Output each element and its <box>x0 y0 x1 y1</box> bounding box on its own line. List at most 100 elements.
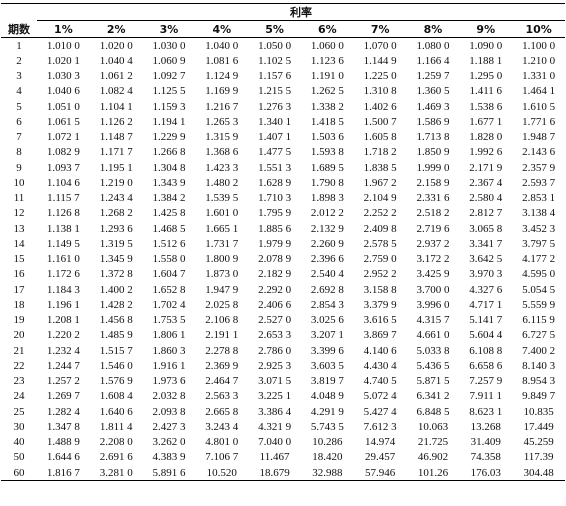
factor-cell: 3.642 5 <box>469 253 503 266</box>
factor-cell: 2.518 2 <box>416 207 450 220</box>
factor-cell: 3.603 5 <box>310 359 344 372</box>
factor-cell: 1.123 6 <box>310 54 344 67</box>
table-row: 11 1.115 7 1.243 4 1.384 2 1.539 5 1.710 3 1.8… <box>1 191 565 206</box>
factor-cell: 1.948 7 <box>522 131 556 144</box>
factor-cell: 1.384 2 <box>152 192 186 205</box>
factor-cell: 2.692 8 <box>310 283 344 296</box>
factor-cell: 2.786 0 <box>258 344 292 357</box>
period-cell: 19 <box>13 314 25 327</box>
factor-cell: 1.265 3 <box>205 115 239 128</box>
factor-cell: 1.418 5 <box>310 115 344 128</box>
period-cell: 30 <box>13 420 25 433</box>
factor-cell: 1.710 3 <box>258 192 292 205</box>
factor-cell: 3.243 4 <box>205 420 239 433</box>
factor-cell: 1.753 5 <box>152 314 186 327</box>
factor-cell: 1.402 6 <box>363 100 397 113</box>
factor-cell: 1.102 5 <box>258 54 292 67</box>
factor-cell: 2.812 7 <box>469 207 503 220</box>
factor-cell: 2.025 8 <box>205 298 239 311</box>
factor-cell: 2.665 8 <box>205 405 239 418</box>
factor-cell: 2.759 0 <box>363 253 397 266</box>
factor-cell: 1.372 8 <box>99 268 133 281</box>
factor-cell: 2.093 8 <box>152 405 186 418</box>
factor-cell: 5.427 4 <box>363 405 397 418</box>
factor-cell: 5.871 5 <box>416 375 450 388</box>
factor-cell: 5.033 8 <box>416 344 450 357</box>
factor-cell: 1.092 7 <box>152 70 186 83</box>
factor-cell: 1.126 8 <box>46 207 80 220</box>
factor-cell: 1.051 0 <box>46 100 80 113</box>
factor-cell: 1.082 4 <box>99 85 133 98</box>
period-cell: 8 <box>16 146 22 159</box>
factor-cell: 5.559 9 <box>522 298 556 311</box>
factor-cell: 2.593 7 <box>522 176 556 189</box>
factor-cell: 1.138 1 <box>46 222 80 235</box>
factor-cell: 2.540 4 <box>310 268 344 281</box>
factor-cell: 57.946 <box>353 465 407 482</box>
rate-header: 8% <box>406 20 460 38</box>
period-cell: 4 <box>16 85 22 98</box>
factor-cell: 74.358 <box>470 451 501 464</box>
factor-cell: 1.269 7 <box>46 390 80 403</box>
table-row: 7 1.072 1 1.148 7 1.229 9 1.315 9 1.407 1 1.50… <box>1 130 565 145</box>
factor-cell: 3.071 5 <box>258 375 292 388</box>
table-row: 40 1.488 9 2.208 0 3.262 0 4.801 0 7.040 0 10.… <box>1 435 565 450</box>
factor-cell: 2.409 8 <box>363 222 397 235</box>
factor-cell: 3.869 7 <box>363 329 397 342</box>
factor-cell: 1.347 8 <box>46 420 80 433</box>
period-header: 期数 <box>1 20 37 38</box>
factor-cell: 1.485 9 <box>99 329 133 342</box>
factor-cell: 3.452 3 <box>522 222 556 235</box>
period-cell: 24 <box>13 390 25 403</box>
factor-cell: 1.407 1 <box>258 131 292 144</box>
factor-cell: 7.106 7 <box>205 451 239 464</box>
factor-cell: 1.992 6 <box>469 146 503 159</box>
table-row: 17 1.184 3 1.400 2 1.652 8 1.947 9 2.292 0 2.6… <box>1 282 565 297</box>
factor-cell: 8.954 3 <box>522 375 556 388</box>
factor-cell: 1.172 6 <box>46 268 80 281</box>
blank-header <box>1 3 37 21</box>
factor-cell: 3.262 0 <box>152 436 186 449</box>
table-row: 9 1.093 7 1.195 1 1.304 8 1.423 3 1.551 3 1.68… <box>1 160 565 175</box>
factor-cell: 14.974 <box>365 436 396 449</box>
interest-table: 利率 期数 1% 2% 3% 4% 5% 6% 7% 8% 9% 10% 1 1.010 0 1.02… <box>1 3 566 482</box>
factor-cell: 1.232 4 <box>46 344 80 357</box>
factor-cell: 18.679 <box>248 465 301 482</box>
factor-cell: 2.952 2 <box>363 268 397 281</box>
factor-cell: 1.515 7 <box>99 344 133 357</box>
factor-cell: 1.196 1 <box>46 298 80 311</box>
period-cell: 50 <box>13 451 25 464</box>
factor-cell: 1.665 1 <box>205 222 239 235</box>
factor-cell: 6.658 6 <box>469 359 503 372</box>
period-cell: 60 <box>1 465 37 482</box>
factor-cell: 1.885 6 <box>258 222 292 235</box>
factor-cell: 6.108 8 <box>469 344 503 357</box>
factor-cell: 5.891 6 <box>142 465 196 482</box>
period-cell: 5 <box>16 100 22 113</box>
factor-cell: 1.608 4 <box>99 390 133 403</box>
factor-cell: 1.319 5 <box>99 237 133 250</box>
factor-cell: 1.979 9 <box>258 237 292 250</box>
factor-cell: 1.806 1 <box>152 329 186 342</box>
factor-cell: 1.268 2 <box>99 207 133 220</box>
factor-cell: 1.191 0 <box>310 70 344 83</box>
factor-cell: 1.060 0 <box>310 39 344 52</box>
factor-cell: 1.468 5 <box>152 222 186 235</box>
factor-cell: 1.477 5 <box>258 146 292 159</box>
table-row: 3 1.030 3 1.061 2 1.092 7 1.124 9 1.157 6 1.19… <box>1 69 565 84</box>
factor-cell: 3.399 6 <box>310 344 344 357</box>
table-row: 22 1.244 7 1.546 0 1.916 1 2.369 9 2.925 3 3.6… <box>1 358 565 373</box>
table-row: 15 1.161 0 1.345 9 1.558 0 1.800 9 2.078 9 2.3… <box>1 252 565 267</box>
table-row: 25 1.282 4 1.640 6 2.093 8 2.665 8 3.386 4 4.2… <box>1 404 565 419</box>
rate-header: 3% <box>142 20 196 38</box>
factor-cell: 1.795 9 <box>258 207 292 220</box>
factor-cell: 6.727 5 <box>522 329 556 342</box>
factor-cell: 1.360 5 <box>416 85 450 98</box>
factor-cell: 1.610 5 <box>522 100 556 113</box>
factor-cell: 1.973 6 <box>152 375 186 388</box>
factor-cell: 1.423 3 <box>205 161 239 174</box>
factor-cell: 11.467 <box>259 451 290 464</box>
factor-cell: 1.689 5 <box>310 161 344 174</box>
factor-cell: 1.220 2 <box>46 329 80 342</box>
factor-cell: 9.849 7 <box>522 390 556 403</box>
